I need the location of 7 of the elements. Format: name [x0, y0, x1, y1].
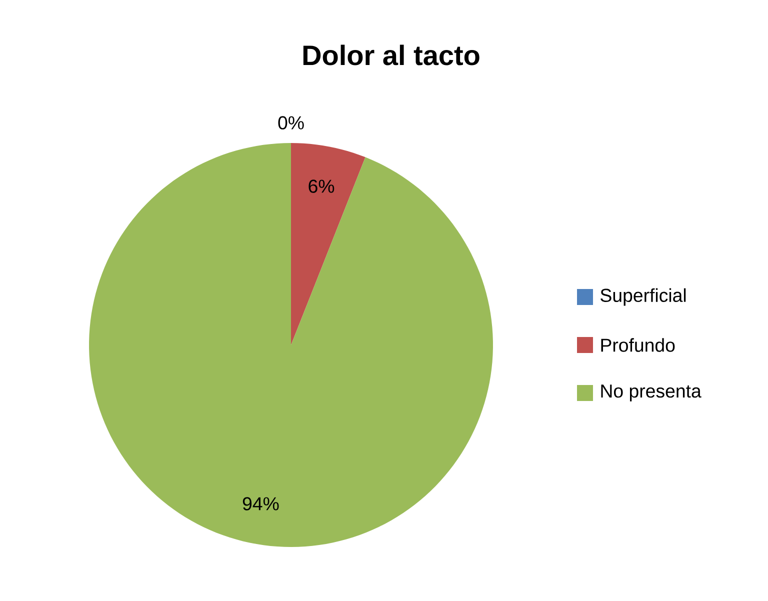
legend-label: No presenta — [601, 384, 702, 402]
legend-label: Profundo — [601, 338, 675, 352]
text: 0% — [278, 116, 304, 130]
data-label: 6% — [308, 180, 334, 193]
data-label: 94% — [242, 497, 279, 510]
legend-label: Superficial — [600, 288, 686, 306]
chart-title: Dolor al tacto — [303, 44, 480, 66]
